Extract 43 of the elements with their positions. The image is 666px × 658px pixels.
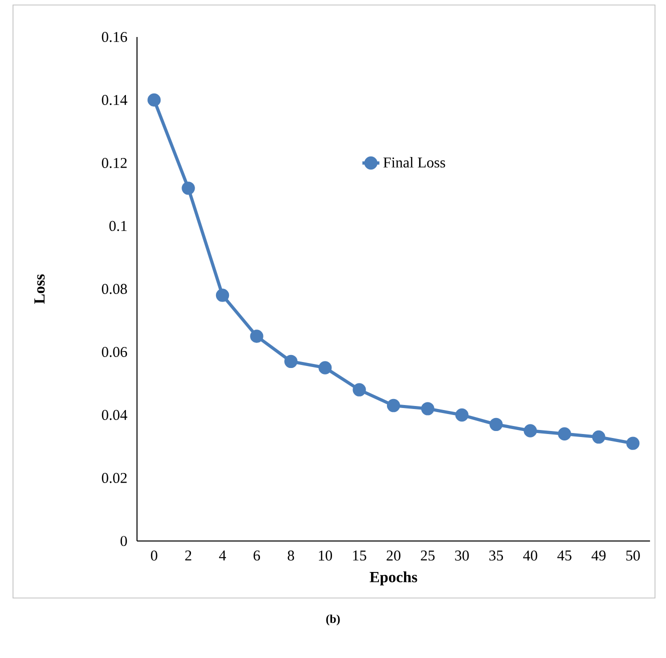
y-tick-label: 0.08 — [102, 284, 127, 294]
x-tick-label: 35 — [489, 550, 503, 561]
text: (b) — [326, 614, 340, 626]
x-tick-label: 2 — [185, 550, 192, 560]
point — [216, 288, 230, 302]
point — [558, 427, 572, 440]
x-tick-label: 20 — [386, 550, 400, 561]
point — [318, 361, 332, 374]
x-tick-label: 8 — [288, 550, 294, 561]
point — [455, 408, 469, 422]
x-tick-label: 4 — [219, 550, 226, 560]
y-tick-label: 0.06 — [102, 346, 128, 358]
x-tick-label: 15 — [353, 550, 366, 561]
y-tick-label: 0.16 — [102, 32, 128, 42]
y-tick-label: 0.02 — [102, 472, 127, 484]
legend-label: Final Loss — [383, 157, 446, 168]
x-tick-label: 10 — [318, 550, 332, 561]
x-tick-label: 0 — [150, 550, 158, 561]
point — [182, 182, 195, 195]
point — [284, 354, 298, 368]
y-axis-title: Loss — [34, 274, 45, 304]
x-tick-label: 50 — [626, 550, 640, 561]
x-tick-label: 30 — [455, 550, 469, 561]
point — [524, 424, 537, 438]
y-tick-label: 0 — [120, 536, 127, 546]
point — [352, 383, 366, 396]
x-tick-label: 40 — [523, 550, 538, 561]
point — [148, 93, 161, 107]
point — [421, 402, 434, 416]
point — [250, 330, 264, 343]
y-tick-label: 0.12 — [102, 158, 127, 168]
y-tick-label: 0.1 — [109, 220, 127, 232]
y-tick-label: 0.04 — [102, 410, 128, 420]
point — [386, 398, 400, 412]
x-tick-label: 25 — [420, 550, 435, 561]
y-tick-label: 0.14 — [102, 94, 128, 106]
point — [490, 418, 503, 432]
x-tick-label: 45 — [557, 550, 572, 560]
x-tick-label: 49 — [592, 550, 606, 561]
point — [592, 430, 606, 444]
x-axis-title: Epochs — [370, 571, 418, 586]
point — [626, 436, 640, 450]
x-tick-label: 6 — [254, 550, 260, 561]
